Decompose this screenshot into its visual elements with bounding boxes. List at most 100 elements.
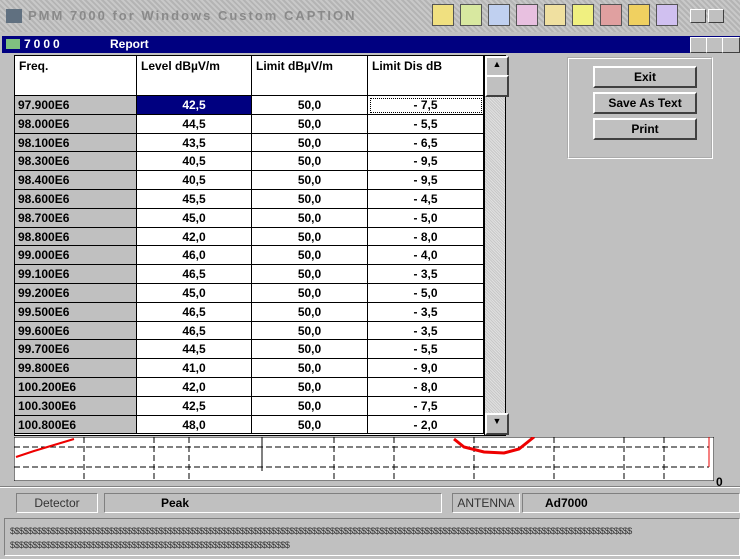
table-cell[interactable]: 98.700E6: [15, 208, 137, 228]
table-cell[interactable]: - 4,5: [368, 190, 484, 209]
table-cell[interactable]: 98.100E6: [15, 133, 137, 153]
table-cell[interactable]: 98.300E6: [15, 152, 137, 172]
table-cell[interactable]: 45,0: [137, 284, 252, 303]
table-cell[interactable]: - 7,5: [368, 96, 484, 115]
detector-value: Peak: [104, 493, 442, 513]
graph-axis-label: 0: [716, 475, 723, 489]
table-cell[interactable]: 50,0: [252, 359, 368, 378]
table-cell[interactable]: 100.300E6: [15, 396, 137, 416]
table-cell[interactable]: 48,0: [137, 415, 252, 435]
scrollbar[interactable]: ▲ ▼: [484, 56, 509, 435]
table-cell[interactable]: 46,5: [137, 302, 252, 322]
table-cell[interactable]: 50,0: [252, 340, 368, 360]
table-cell[interactable]: 50,0: [252, 284, 368, 303]
table-cell[interactable]: 100.200E6: [15, 378, 137, 397]
table-cell[interactable]: 40,5: [137, 152, 252, 172]
table-cell[interactable]: - 9,5: [368, 152, 484, 172]
table-cell[interactable]: 99.700E6: [15, 340, 137, 360]
app-title: PMM 7000 for Windows Custom CAPTION: [28, 8, 357, 23]
table-cell[interactable]: 50,0: [252, 152, 368, 172]
table-cell[interactable]: 44,5: [137, 114, 252, 134]
table-cell[interactable]: 45,5: [137, 190, 252, 209]
tool-button[interactable]: [516, 4, 538, 26]
table-cell[interactable]: 50,0: [252, 246, 368, 266]
close-button[interactable]: [722, 37, 740, 53]
table-cell[interactable]: 99.800E6: [15, 359, 137, 378]
table-cell[interactable]: 98.600E6: [15, 190, 137, 209]
table-cell[interactable]: - 8,0: [368, 227, 484, 247]
table-cell[interactable]: 46,0: [137, 246, 252, 266]
table-cell[interactable]: 43,5: [137, 133, 252, 153]
detector-label: Detector: [16, 493, 98, 513]
minimize-button[interactable]: [690, 9, 706, 23]
tool-button[interactable]: [628, 4, 650, 26]
table-cell[interactable]: 50,0: [252, 227, 368, 247]
window-bar: 7000 Report: [2, 36, 740, 53]
table-cell[interactable]: - 5,0: [368, 208, 484, 228]
table-cell[interactable]: 50,0: [252, 265, 368, 284]
table-cell[interactable]: 50,0: [252, 302, 368, 322]
table-cell[interactable]: - 3,5: [368, 265, 484, 284]
column-header[interactable]: Limit dBµV/m: [252, 56, 368, 96]
table-cell[interactable]: 46,5: [137, 265, 252, 284]
table-cell[interactable]: - 7,5: [368, 396, 484, 416]
table-cell[interactable]: 98.000E6: [15, 114, 137, 134]
tool-button[interactable]: [600, 4, 622, 26]
table-cell[interactable]: - 5,0: [368, 284, 484, 303]
table-cell[interactable]: - 5,5: [368, 114, 484, 134]
table-cell[interactable]: 50,0: [252, 378, 368, 397]
table-cell[interactable]: 42,0: [137, 378, 252, 397]
tool-button[interactable]: [544, 4, 566, 26]
table-cell[interactable]: - 6,5: [368, 133, 484, 153]
table-cell[interactable]: 50,0: [252, 133, 368, 153]
table-cell[interactable]: 50,0: [252, 415, 368, 435]
table-cell[interactable]: 98.400E6: [15, 171, 137, 190]
table-cell[interactable]: - 9,5: [368, 171, 484, 190]
button[interactable]: Exit: [593, 66, 697, 88]
table-cell[interactable]: 99.100E6: [15, 265, 137, 284]
table-cell[interactable]: 99.200E6: [15, 284, 137, 303]
table-cell[interactable]: 42,5: [137, 96, 252, 115]
table-cell[interactable]: 99.600E6: [15, 321, 137, 341]
tool-button[interactable]: [656, 4, 678, 26]
table-cell[interactable]: 40,5: [137, 171, 252, 190]
table-cell[interactable]: - 5,5: [368, 340, 484, 360]
table-cell[interactable]: 41,0: [137, 359, 252, 378]
table-cell[interactable]: 42,5: [137, 396, 252, 416]
tool-button[interactable]: [572, 4, 594, 26]
antenna-value: Ad7000: [522, 493, 740, 513]
tool-button[interactable]: [460, 4, 482, 26]
table-cell[interactable]: 50,0: [252, 171, 368, 190]
table-cell[interactable]: 50,0: [252, 96, 368, 115]
button[interactable]: Save As Text: [593, 92, 697, 114]
column-header[interactable]: Freq.: [15, 56, 137, 96]
window-label: 7000: [24, 37, 63, 51]
table-cell[interactable]: 50,0: [252, 190, 368, 209]
button[interactable]: Print: [593, 118, 697, 140]
maximize-button[interactable]: [708, 9, 724, 23]
table-cell[interactable]: 50,0: [252, 208, 368, 228]
table-cell[interactable]: 44,5: [137, 340, 252, 360]
table-cell[interactable]: 97.900E6: [15, 96, 137, 115]
table-cell[interactable]: 98.800E6: [15, 227, 137, 247]
column-header[interactable]: Level dBµV/m: [137, 56, 252, 96]
tool-button[interactable]: [488, 4, 510, 26]
app-icon: [6, 9, 22, 23]
table-cell[interactable]: 50,0: [252, 321, 368, 341]
table-cell[interactable]: - 3,5: [368, 302, 484, 322]
table-cell[interactable]: - 4,0: [368, 246, 484, 266]
table-cell[interactable]: 42,0: [137, 227, 252, 247]
table-cell[interactable]: 99.500E6: [15, 302, 137, 322]
table-cell[interactable]: - 8,0: [368, 378, 484, 397]
table-cell[interactable]: 50,0: [252, 114, 368, 134]
table-cell[interactable]: - 9,0: [368, 359, 484, 378]
tool-button[interactable]: [432, 4, 454, 26]
table-cell[interactable]: - 2,0: [368, 415, 484, 435]
column-header[interactable]: Limit Dis dB: [368, 56, 484, 96]
table-cell[interactable]: 45,0: [137, 208, 252, 228]
table-cell[interactable]: 46,5: [137, 321, 252, 341]
table-cell[interactable]: 99.000E6: [15, 246, 137, 266]
table-cell[interactable]: 50,0: [252, 396, 368, 416]
table-cell[interactable]: - 3,5: [368, 321, 484, 341]
table-cell[interactable]: 100.800E6: [15, 415, 137, 435]
